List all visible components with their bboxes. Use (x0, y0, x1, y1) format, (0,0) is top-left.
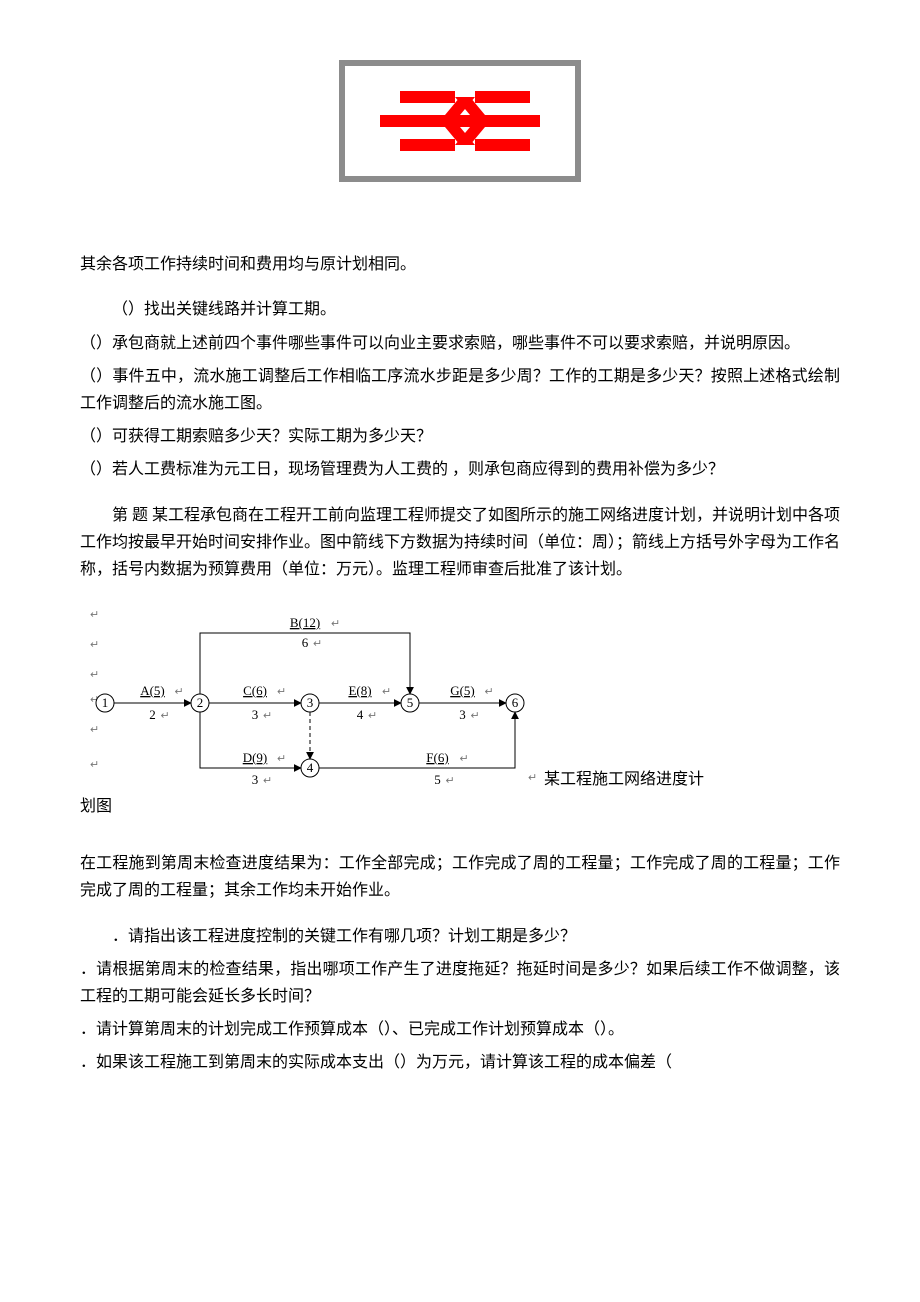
network-caption: 某工程施工网络进度计 (544, 771, 704, 788)
svg-text:3: 3 (307, 695, 314, 710)
svg-text:↵: ↵ (263, 775, 272, 787)
svg-text:↵: ↵ (263, 710, 272, 722)
svg-text:F(6): F(6) (426, 750, 448, 765)
svg-text:↵: ↵ (471, 710, 480, 722)
svg-text:6: 6 (302, 635, 309, 650)
svg-text:A(5): A(5) (140, 683, 165, 698)
svg-text:C(6): C(6) (243, 683, 267, 698)
svg-text:2: 2 (197, 695, 204, 710)
svg-text:↵: ↵ (175, 686, 184, 698)
svg-text:↵: ↵ (485, 686, 494, 698)
svg-text:6: 6 (512, 695, 519, 710)
svg-text:↵: ↵ (90, 759, 99, 771)
svg-text:↵: ↵ (368, 710, 377, 722)
subquestion-2: ．请根据第周末的检查结果，指出哪项工作产生了进度拖延？拖延时间是多少？如果后续工… (80, 956, 840, 1010)
question-3: （）事件五中，流水施工调整后工作相临工序流水步距是多少周？工作的工期是多少天？按… (80, 363, 840, 417)
svg-text:↵: ↵ (331, 618, 340, 630)
svg-text:↵: ↵ (90, 609, 99, 621)
question-2: （）承包商就上述前四个事件哪些事件可以向业主要求索赔，哪些事件不可以要求索赔，并… (80, 330, 840, 357)
svg-text:B(12): B(12) (290, 615, 320, 630)
svg-text:D(9): D(9) (243, 750, 268, 765)
svg-text:5: 5 (407, 695, 414, 710)
svg-text:↵: ↵ (382, 686, 391, 698)
svg-text:E(8): E(8) (348, 683, 371, 698)
check-paragraph: 在工程施到第周末检查进度结果为：工作全部完成；工作完成了周的工程量；工作完成了周… (80, 850, 840, 904)
svg-text:3: 3 (252, 707, 259, 722)
network-diagram: ↵ ↵ ↵ ↵ ↵ ↵ A(5) ↵ 2 ↵ B(12) ↵ 6 ↵ C(6) ↵ 3 ↵ D(9) ↵ 3 ↵ E(8) ↵… (80, 593, 540, 793)
subquestion-1: ．请指出该工程进度控制的关键工作有哪几项？计划工期是多少？ (80, 923, 840, 950)
svg-text:G(5): G(5) (450, 683, 475, 698)
problem-intro: 第 题 某工程承包商在工程开工前向监理工程师提交了如图所示的施工网络进度计划，并… (80, 502, 840, 584)
svg-text:↵: ↵ (460, 753, 469, 765)
subquestion-4: ．如果该工程施工到第周末的实际成本支出（）为万元，请计算该工程的成本偏差（ (80, 1049, 840, 1076)
subquestion-3: ．请计算第周末的计划完成工作预算成本（）、已完成工作计划预算成本（）。 (80, 1016, 840, 1043)
svg-text:4: 4 (357, 707, 364, 722)
svg-text:↵: ↵ (277, 686, 286, 698)
decorative-figure (80, 60, 840, 191)
svg-text:↵: ↵ (90, 669, 99, 681)
svg-text:3: 3 (252, 772, 259, 787)
svg-text:↵: ↵ (277, 753, 286, 765)
question-5: （）若人工费标准为元工日，现场管理费为人工费的 ，则承包商应得到的费用补偿为多少… (80, 456, 840, 483)
svg-text:↵: ↵ (161, 710, 170, 722)
svg-text:↵: ↵ (528, 772, 537, 784)
decor-border (339, 60, 581, 182)
svg-text:5: 5 (434, 772, 441, 787)
question-1: （）找出关键线路并计算工期。 (80, 296, 840, 323)
svg-text:2: 2 (149, 707, 156, 722)
svg-text:↵: ↵ (313, 638, 322, 650)
svg-text:4: 4 (307, 760, 314, 775)
svg-text:3: 3 (459, 707, 466, 722)
svg-text:↵: ↵ (446, 775, 455, 787)
para-other-same: 其余各项工作持续时间和费用均与原计划相同。 (80, 251, 840, 278)
svg-text:↵: ↵ (90, 724, 99, 736)
svg-text:1: 1 (102, 695, 109, 710)
question-4: （）可获得工期索赔多少天？实际工期为多少天？ (80, 423, 840, 450)
network-caption-tail: 划图 (80, 793, 840, 820)
svg-text:↵: ↵ (90, 639, 99, 651)
